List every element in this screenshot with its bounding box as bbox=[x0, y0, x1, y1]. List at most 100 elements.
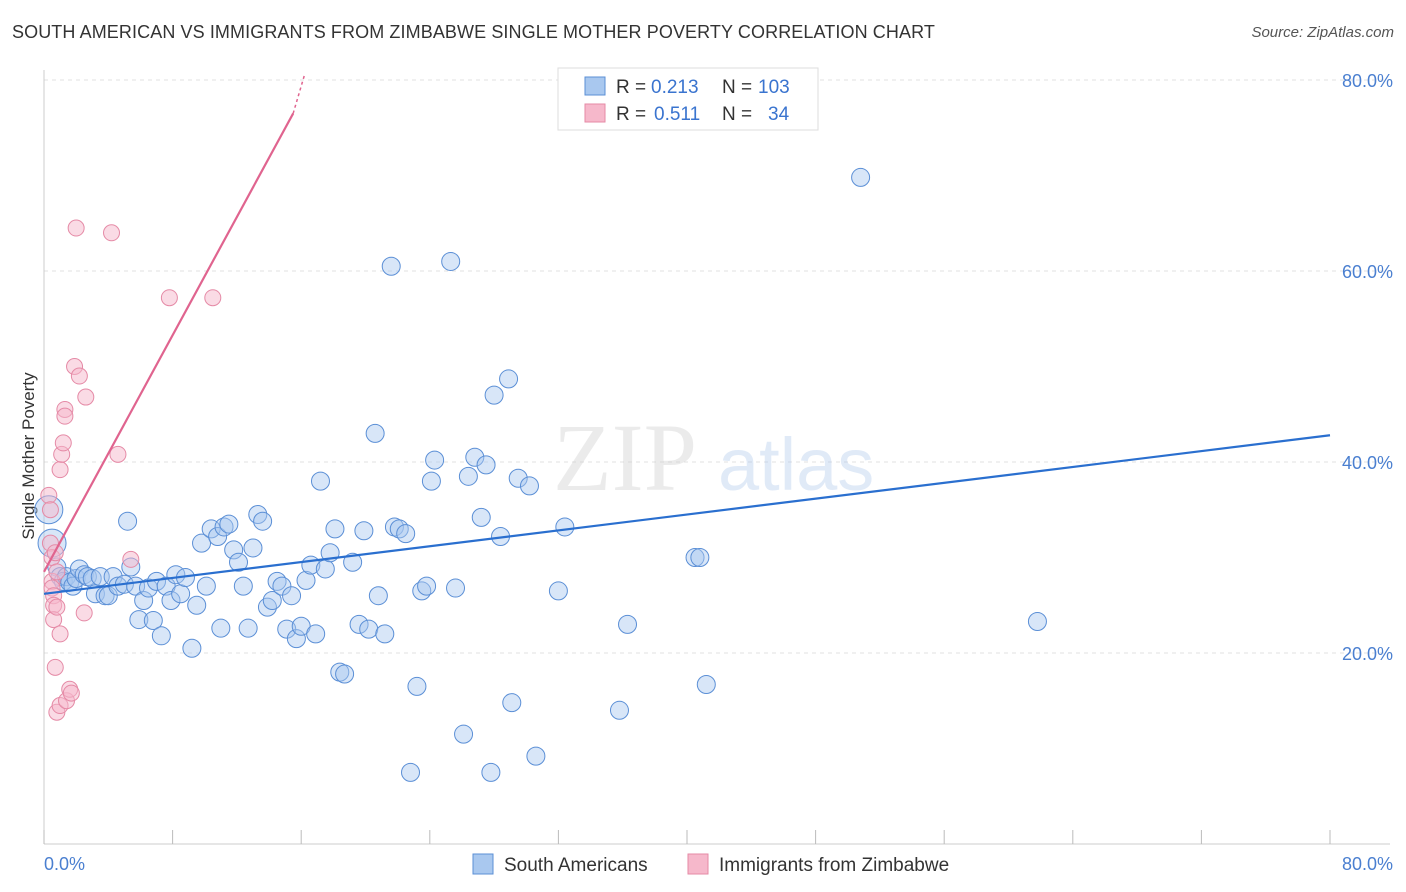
point-zimbabwe bbox=[48, 563, 66, 581]
watermark: ZIP atlas bbox=[553, 404, 874, 511]
legend-n-value-1: 103 bbox=[758, 77, 790, 98]
point-south-american bbox=[359, 619, 379, 639]
point-zimbabwe bbox=[46, 658, 64, 676]
point-zimbabwe bbox=[70, 367, 88, 385]
point-south-american bbox=[471, 507, 491, 527]
point-south-american bbox=[458, 466, 478, 486]
point-zimbabwe bbox=[41, 501, 59, 519]
point-south-american bbox=[375, 624, 395, 644]
point-south-american bbox=[257, 597, 277, 617]
y-tick-label: 80.0% bbox=[1342, 71, 1393, 91]
legend-swatch-blue bbox=[584, 76, 606, 96]
point-south-american bbox=[502, 693, 522, 713]
point-south-american bbox=[401, 762, 421, 782]
point-south-american bbox=[296, 570, 316, 590]
point-south-american bbox=[381, 256, 401, 276]
point-south-american bbox=[282, 586, 302, 606]
point-south-american bbox=[277, 619, 297, 639]
y-tick-labels: 20.0% 40.0% 60.0% 80.0% bbox=[1342, 71, 1393, 664]
point-south-american bbox=[519, 476, 539, 496]
point-south-american bbox=[354, 521, 374, 541]
point-zimbabwe bbox=[67, 219, 85, 237]
point-south-american bbox=[421, 471, 441, 491]
watermark-zip: ZIP bbox=[553, 404, 697, 511]
point-south-american bbox=[454, 724, 474, 744]
point-zimbabwe bbox=[160, 289, 178, 307]
point-south-american bbox=[143, 611, 163, 631]
point-south-american bbox=[548, 581, 568, 601]
legend-r-value-2: 0.511 bbox=[654, 104, 700, 125]
point-zimbabwe bbox=[56, 407, 74, 425]
point-south-american bbox=[182, 638, 202, 658]
point-south-american bbox=[187, 595, 207, 615]
point-south-american bbox=[425, 450, 445, 470]
point-south-american bbox=[262, 590, 282, 610]
point-south-american bbox=[349, 614, 369, 634]
point-south-american bbox=[618, 614, 638, 634]
trend-line-zimbabwe-extension bbox=[292, 75, 306, 114]
legend-r-value-1: 0.213 bbox=[651, 77, 699, 98]
point-south-american bbox=[508, 468, 528, 488]
point-south-american bbox=[609, 700, 629, 720]
legend-swatch-pink bbox=[584, 103, 606, 123]
point-south-american bbox=[690, 548, 710, 567]
point-south-american bbox=[118, 511, 138, 531]
point-south-american bbox=[396, 524, 416, 544]
point-south-american bbox=[219, 514, 239, 534]
point-south-american bbox=[343, 552, 363, 572]
point-south-american bbox=[233, 576, 253, 596]
series-legend: South Americans Immigrants from Zimbabwe bbox=[472, 853, 949, 876]
point-south-american bbox=[192, 533, 212, 553]
point-zimbabwe bbox=[48, 598, 66, 616]
point-zimbabwe bbox=[77, 388, 95, 406]
point-south-american bbox=[229, 552, 249, 572]
point-south-american bbox=[441, 251, 461, 271]
point-south-american bbox=[417, 576, 437, 596]
point-south-american bbox=[1027, 611, 1047, 631]
point-south-american bbox=[526, 746, 546, 766]
point-south-american bbox=[365, 423, 385, 443]
x-tick-label-min: 0.0% bbox=[44, 854, 85, 874]
bottom-legend-label-2: Immigrants from Zimbabwe bbox=[719, 855, 949, 876]
point-south-american bbox=[224, 540, 244, 560]
point-south-american bbox=[161, 590, 181, 610]
point-south-american bbox=[446, 578, 466, 598]
point-zimbabwe bbox=[122, 550, 140, 568]
point-south-american bbox=[310, 471, 330, 491]
point-south-american bbox=[253, 511, 273, 531]
point-zimbabwe bbox=[75, 604, 93, 622]
point-zimbabwe bbox=[51, 625, 69, 643]
point-south-american bbox=[129, 610, 149, 630]
point-south-american bbox=[499, 369, 519, 389]
point-south-american bbox=[315, 559, 335, 579]
legend-n-label-2: N = bbox=[722, 104, 752, 125]
legend-n-value-2: 34 bbox=[768, 104, 790, 125]
point-south-american bbox=[248, 505, 268, 525]
chart-title: SOUTH AMERICAN VS IMMIGRANTS FROM ZIMBAB… bbox=[12, 22, 935, 42]
point-south-american bbox=[555, 517, 575, 537]
y-axis-label: Single Mother Poverty bbox=[19, 372, 38, 540]
point-south-american bbox=[171, 584, 191, 604]
point-south-american bbox=[306, 624, 326, 644]
legend-r-label-2: R = bbox=[616, 104, 646, 125]
point-south-american bbox=[286, 629, 306, 649]
point-south-american bbox=[484, 385, 504, 405]
point-south-american bbox=[151, 626, 171, 646]
point-south-american bbox=[134, 590, 154, 610]
point-south-american bbox=[208, 526, 228, 546]
source-label: Source: ZipAtlas.com bbox=[1251, 24, 1394, 41]
trend-lines bbox=[43, 75, 1331, 595]
correlation-legend: R = 0.213 N = 103 R = 0.511 N = 34 bbox=[557, 67, 819, 131]
y-tick-label: 40.0% bbox=[1342, 453, 1393, 473]
point-zimbabwe bbox=[62, 684, 80, 702]
legend-n-label-1: N = bbox=[722, 77, 752, 98]
trend-line-zimbabwe bbox=[43, 112, 295, 573]
x-tick-label-max: 80.0% bbox=[1342, 854, 1393, 874]
point-south-american bbox=[243, 538, 263, 558]
trend-line-south-americans bbox=[43, 434, 1331, 595]
watermark-atlas: atlas bbox=[718, 423, 874, 506]
point-south-american bbox=[335, 664, 355, 684]
bottom-legend-swatch-blue bbox=[472, 853, 494, 875]
point-zimbabwe bbox=[54, 434, 72, 452]
